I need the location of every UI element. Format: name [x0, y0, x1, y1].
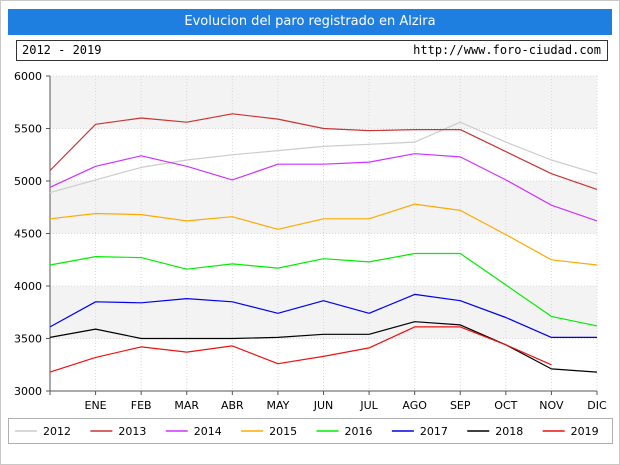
legend-label-2019: 2019: [571, 425, 599, 438]
legend-label-2017: 2017: [420, 425, 448, 438]
x-tick-label: NOV: [539, 399, 564, 412]
legend-label-2018: 2018: [495, 425, 523, 438]
series-line-2014: [49, 153, 598, 222]
series-line-2012: [49, 121, 598, 194]
x-tick-label: AGO: [402, 399, 427, 412]
legend-label-2016: 2016: [345, 425, 373, 438]
series-line-2016: [49, 252, 598, 327]
series-line-2015: [49, 203, 598, 266]
x-tick-label: OCT: [494, 399, 517, 412]
x-tick-label: SEP: [450, 399, 471, 412]
y-tick-label: 4000: [14, 280, 42, 293]
plot-band: [50, 286, 597, 339]
x-tick-label: ENE: [85, 399, 107, 412]
x-tick-label: MAR: [174, 399, 199, 412]
legend-label-2012: 2012: [43, 425, 71, 438]
series-lines: [49, 113, 598, 373]
plot-band: [50, 76, 597, 129]
y-tick-label: 3500: [14, 333, 42, 346]
x-tick-label: DIC: [587, 399, 607, 412]
axes: [46, 75, 598, 395]
legend-label-2014: 2014: [194, 425, 222, 438]
source-url[interactable]: http://www.foro-ciudad.com: [413, 43, 601, 57]
period-label: 2012 - 2019: [22, 43, 102, 57]
legend-label-2013: 2013: [118, 425, 146, 438]
x-tick-label: MAY: [266, 399, 289, 412]
x-tick-label: JUN: [313, 399, 334, 412]
x-tick-labels: ENE FEB MAR ABR MAY JUN JUL AGO SEP OCT NOV DIC: [85, 399, 607, 412]
x-tick-label: JUL: [359, 399, 378, 412]
x-tick-label: ABR: [221, 399, 244, 412]
y-tick-label: 5500: [14, 123, 42, 136]
legend-items: 2012 2013 2014 2015 2016 2017 2018 2019: [15, 425, 599, 438]
y-tick-label: 5000: [14, 175, 42, 188]
legend-label-2015: 2015: [269, 425, 297, 438]
info-bar: 2012 - 2019 http://www.foro-ciudad.com: [16, 40, 608, 61]
legend: 2012 2013 2014 2015 2016 2017 2018 2019: [8, 418, 613, 444]
y-tick-label: 4500: [14, 228, 42, 241]
y-tick-label: 3000: [14, 385, 42, 398]
x-tick-label: FEB: [131, 399, 152, 412]
series-line-2013: [49, 113, 598, 190]
series-line-2019: [49, 326, 552, 373]
plot-band: [50, 181, 597, 234]
y-tick-labels: 3000 3500 4000 4500 5000 5500 6000: [14, 70, 42, 398]
chart-title: Evolucion del paro registrado en Alzira: [8, 9, 612, 35]
series-line-2017: [49, 293, 597, 338]
y-tick-label: 6000: [14, 70, 42, 83]
